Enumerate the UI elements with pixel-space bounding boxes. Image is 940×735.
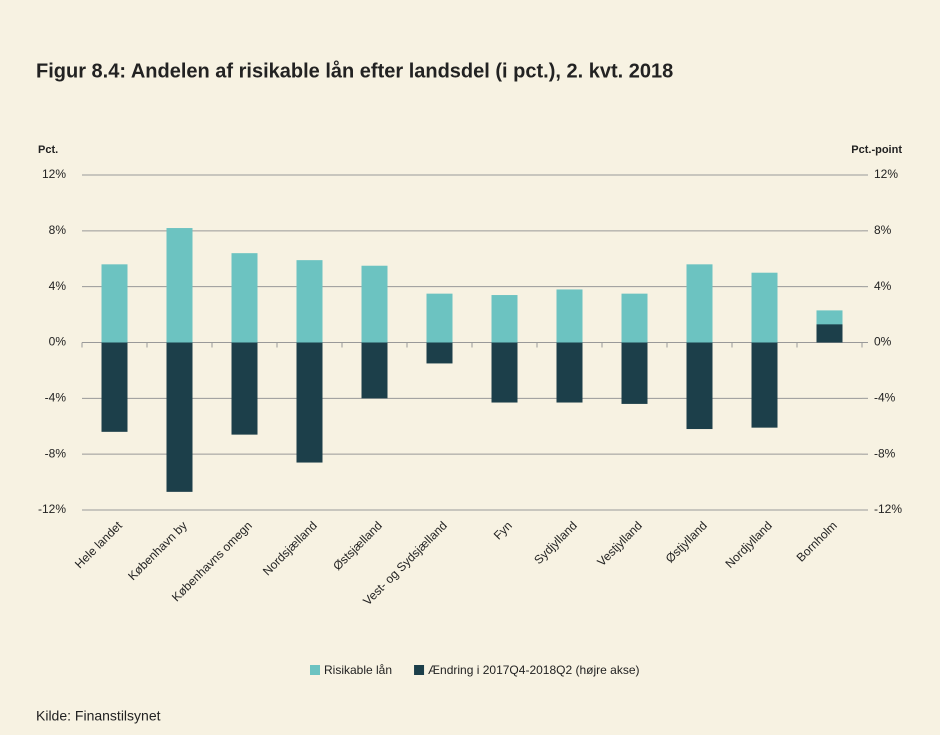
bar (426, 342, 453, 364)
y2-tick-label: 0% (874, 335, 892, 349)
bar (296, 260, 323, 343)
y2-tick-label: 8% (874, 223, 892, 237)
x-tick-label: Nordjylland (723, 518, 775, 570)
bar (166, 228, 193, 343)
x-tick-label: Nordsjælland (260, 518, 320, 578)
x-tick-label: Sydjylland (531, 518, 580, 567)
legend-label: Risikable lån (324, 663, 392, 677)
bar (491, 342, 518, 403)
bar (101, 342, 128, 432)
x-tick-label: Vestjylland (594, 518, 644, 568)
y-tick-label: -4% (45, 391, 67, 405)
bar (556, 289, 583, 343)
y2-tick-label: 4% (874, 279, 892, 293)
y-tick-label: 8% (49, 223, 67, 237)
y2-tick-label: -8% (874, 446, 896, 460)
bar (751, 342, 778, 428)
chart-title: Figur 8.4: Andelen af risikable lån efte… (36, 59, 673, 82)
bar (621, 293, 648, 343)
y2-axis-label: Pct.-point (851, 144, 902, 156)
bar (686, 264, 713, 343)
y-tick-label: 4% (49, 279, 67, 293)
y-tick-label: -12% (38, 502, 66, 516)
y2-tick-label: -12% (874, 502, 902, 516)
bar (426, 293, 453, 343)
bar (166, 342, 193, 492)
bar (361, 265, 388, 343)
bar (296, 342, 323, 463)
legend-label: Ændring i 2017Q4-2018Q2 (højre akse) (428, 663, 639, 677)
y-tick-label: -8% (45, 446, 67, 460)
bar (231, 253, 258, 343)
bar (816, 324, 843, 343)
x-tick-label: Østjylland (663, 518, 710, 565)
legend-swatch (310, 665, 320, 675)
bar (101, 264, 128, 343)
bar (361, 342, 388, 399)
x-tick-label: København by (125, 518, 190, 583)
y-tick-label: 12% (42, 167, 66, 181)
bar (621, 342, 648, 404)
bar (491, 295, 518, 343)
x-tick-label: Fyn (491, 518, 515, 542)
bar (751, 272, 778, 343)
bar (231, 342, 258, 435)
y2-tick-label: 12% (874, 167, 898, 181)
source: Kilde: Finanstilsynet (36, 708, 161, 724)
bar (556, 342, 583, 403)
y2-tick-label: -4% (874, 391, 896, 405)
y-tick-label: 0% (49, 335, 67, 349)
x-tick-label: Østsjælland (330, 518, 385, 573)
x-tick-label: Bornholm (794, 518, 840, 564)
x-tick-label: Hele landet (72, 518, 125, 571)
legend-swatch (414, 665, 425, 675)
y-axis-label: Pct. (38, 144, 58, 156)
bar (686, 342, 713, 430)
